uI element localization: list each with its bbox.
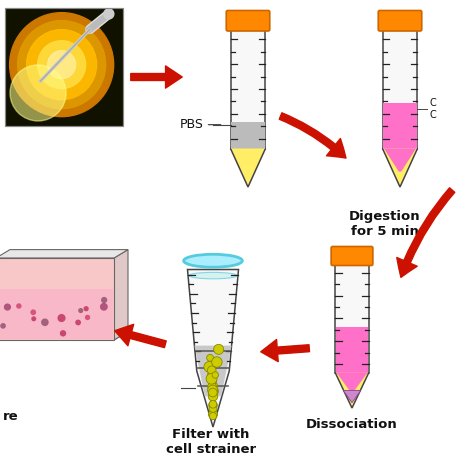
Ellipse shape	[189, 273, 237, 279]
FancyArrowPatch shape	[131, 66, 182, 88]
Polygon shape	[383, 148, 418, 187]
Circle shape	[209, 401, 217, 408]
Polygon shape	[337, 373, 367, 394]
Circle shape	[37, 41, 86, 89]
Circle shape	[212, 357, 222, 367]
Circle shape	[41, 319, 49, 326]
Circle shape	[210, 378, 217, 384]
Circle shape	[0, 323, 6, 329]
Circle shape	[208, 372, 215, 378]
Circle shape	[209, 386, 219, 396]
FancyArrowPatch shape	[279, 113, 346, 158]
Circle shape	[10, 65, 66, 121]
Polygon shape	[194, 346, 232, 396]
Circle shape	[18, 21, 106, 109]
Polygon shape	[0, 289, 113, 339]
Circle shape	[9, 13, 114, 117]
Circle shape	[78, 308, 83, 313]
Bar	[230, 29, 265, 148]
Polygon shape	[114, 250, 128, 340]
Text: C: C	[429, 110, 436, 120]
Circle shape	[4, 303, 11, 310]
Polygon shape	[188, 270, 238, 427]
Circle shape	[210, 412, 217, 420]
Polygon shape	[383, 148, 417, 173]
Circle shape	[210, 382, 217, 389]
FancyBboxPatch shape	[226, 10, 270, 31]
FancyBboxPatch shape	[378, 10, 422, 31]
Circle shape	[204, 362, 215, 373]
Polygon shape	[394, 172, 406, 183]
Circle shape	[57, 314, 65, 322]
Polygon shape	[231, 148, 264, 173]
Circle shape	[27, 30, 97, 100]
Polygon shape	[335, 373, 369, 408]
Polygon shape	[0, 332, 128, 340]
Circle shape	[104, 9, 114, 19]
Circle shape	[31, 316, 36, 321]
Circle shape	[75, 319, 81, 325]
Text: C: C	[429, 98, 436, 108]
Circle shape	[208, 392, 218, 401]
Bar	[231, 122, 264, 148]
Circle shape	[209, 410, 218, 419]
Polygon shape	[343, 391, 361, 403]
Circle shape	[208, 383, 217, 392]
Circle shape	[206, 374, 217, 384]
Circle shape	[83, 306, 89, 311]
FancyArrowPatch shape	[261, 339, 310, 362]
Circle shape	[209, 401, 217, 410]
Text: Digestion
for 5 min: Digestion for 5 min	[349, 210, 421, 238]
Polygon shape	[0, 250, 128, 258]
FancyArrowPatch shape	[115, 324, 166, 347]
Circle shape	[208, 382, 216, 391]
Circle shape	[208, 385, 218, 395]
Circle shape	[208, 366, 216, 374]
Bar	[5, 8, 123, 126]
Circle shape	[212, 372, 219, 378]
FancyArrowPatch shape	[397, 188, 455, 277]
Circle shape	[60, 330, 66, 337]
Circle shape	[85, 315, 90, 320]
Text: Filter with
cell strainer: Filter with cell strainer	[166, 428, 256, 456]
Bar	[383, 29, 418, 148]
Circle shape	[207, 355, 214, 361]
Text: PBS: PBS	[180, 118, 203, 131]
Circle shape	[214, 344, 224, 355]
FancyBboxPatch shape	[331, 246, 373, 265]
Text: Dissociation: Dissociation	[306, 418, 398, 431]
Ellipse shape	[183, 254, 242, 267]
Circle shape	[100, 303, 108, 310]
Circle shape	[209, 404, 217, 412]
Circle shape	[208, 371, 214, 377]
Bar	[5, 8, 123, 126]
Polygon shape	[239, 160, 257, 179]
Polygon shape	[230, 148, 265, 187]
Bar	[335, 264, 369, 373]
Polygon shape	[384, 148, 416, 173]
Circle shape	[30, 310, 36, 315]
Bar	[383, 103, 417, 148]
Polygon shape	[0, 258, 114, 340]
Polygon shape	[336, 373, 368, 396]
Circle shape	[48, 51, 76, 79]
Bar	[336, 327, 368, 373]
Circle shape	[16, 303, 22, 309]
Text: re: re	[3, 410, 18, 423]
Circle shape	[101, 297, 107, 303]
Circle shape	[209, 388, 217, 397]
